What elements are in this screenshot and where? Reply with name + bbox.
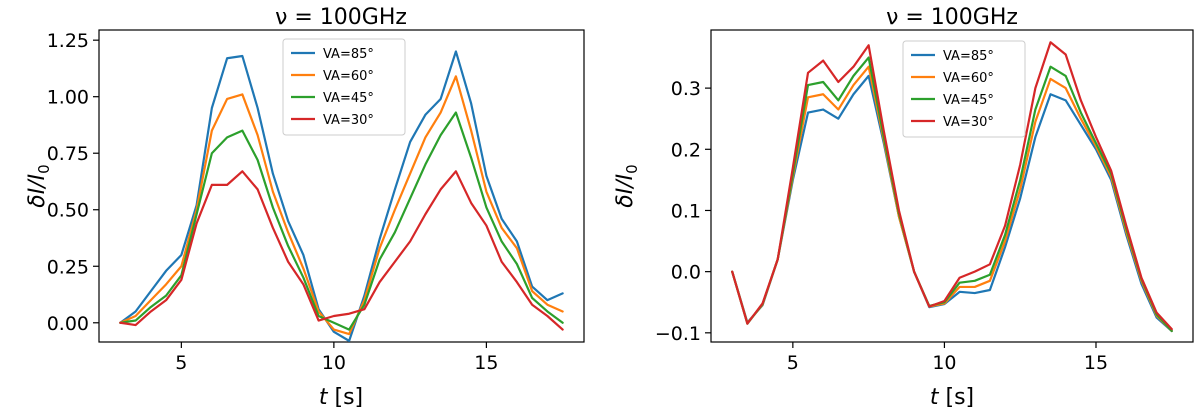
- series-line: [119, 111, 564, 331]
- x-axis-label-var: t: [930, 385, 940, 410]
- y-tick-label: 1.00: [47, 87, 89, 109]
- series-line: [119, 170, 564, 331]
- y-axis-label-main: δI/I: [25, 174, 50, 208]
- y-tick-label: 0.75: [47, 143, 89, 165]
- x-tick-label: 10: [322, 352, 346, 374]
- ticks-layer: 5 10 15 −0.1 0.0 0.1 0.2 0.3: [655, 78, 1108, 374]
- x-axis-label-var: t: [319, 385, 329, 410]
- y-axis-label-main: δI/I: [613, 174, 638, 208]
- x-axis-label-unit: [s]: [939, 385, 975, 410]
- x-axis-label-unit: [s]: [328, 385, 364, 410]
- y-axis-label: δI/I0: [25, 164, 53, 207]
- series-line: [119, 75, 564, 336]
- legend-label: VA=30°: [323, 113, 374, 128]
- legend-label: VA=45°: [943, 93, 994, 108]
- x-tick-label: 10: [932, 352, 956, 374]
- y-tick-label: 0.50: [47, 200, 89, 222]
- chart-left: ν = 100GHz 5 10 15 0.00 0.25 0.50 0.75 1.00 1.25…: [25, 5, 585, 410]
- legend-label: VA=60°: [943, 71, 994, 86]
- y-tick-label: 1.25: [47, 30, 89, 52]
- legend: VA=85° VA=60° VA=45° VA=30°: [902, 40, 1026, 138]
- legend-label: VA=45°: [323, 91, 374, 106]
- series-line: [731, 41, 1173, 331]
- y-axis-label: δI/I0: [613, 164, 641, 207]
- x-axis-label: t [s]: [930, 385, 974, 410]
- plot-area-frame: [710, 29, 1194, 343]
- y-tick-label: 0.25: [47, 256, 89, 278]
- legend-label: VA=85°: [943, 49, 994, 64]
- legend-label: VA=30°: [943, 115, 994, 130]
- chart-title: ν = 100GHz: [275, 5, 407, 30]
- y-tick-label: 0.0: [671, 262, 701, 284]
- series-line: [731, 56, 1173, 333]
- chart-title: ν = 100GHz: [886, 5, 1018, 30]
- y-tick-label: −0.1: [655, 323, 701, 345]
- plot-area-frame: [98, 29, 585, 343]
- series-layer: [731, 41, 1173, 333]
- series-layer: [119, 50, 564, 342]
- x-axis-label: t [s]: [319, 385, 363, 410]
- legend-frame: [282, 38, 406, 136]
- x-tick-label: 5: [787, 352, 799, 374]
- x-tick-label: 15: [474, 352, 498, 374]
- legend-frame: [902, 40, 1026, 138]
- legend-label: VA=60°: [323, 69, 374, 84]
- series-line: [731, 65, 1173, 333]
- ticks-layer: 5 10 15 0.00 0.25 0.50 0.75 1.00 1.25: [47, 30, 499, 374]
- y-tick-label: 0.00: [47, 313, 89, 335]
- x-tick-label: 15: [1084, 352, 1108, 374]
- chart-right: ν = 100GHz 5 10 15 −0.1 0.0 0.1 0.2 0.3 t [s] δ…: [613, 5, 1194, 410]
- legend-label: VA=85°: [323, 47, 374, 62]
- y-axis-label-sub: 0: [623, 164, 641, 174]
- y-tick-label: 0.2: [671, 139, 701, 161]
- y-axis-label-sub: 0: [35, 164, 53, 174]
- legend: VA=85° VA=60° VA=45° VA=30°: [282, 38, 406, 136]
- x-tick-label: 5: [175, 352, 187, 374]
- y-tick-label: 0.1: [671, 200, 701, 222]
- series-line: [731, 74, 1173, 333]
- y-tick-label: 0.3: [671, 78, 701, 100]
- series-line: [119, 50, 564, 342]
